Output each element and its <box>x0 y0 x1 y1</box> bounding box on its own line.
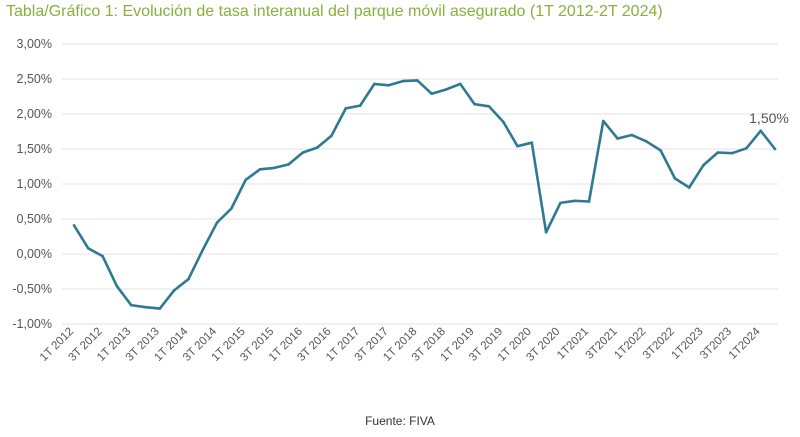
data-point <box>215 221 219 224</box>
series-layer <box>72 79 777 310</box>
chart-source: Fuente: FIVA <box>365 414 435 428</box>
data-point <box>473 102 476 106</box>
data-point <box>745 147 748 150</box>
x-tick-label: 1T2024 <box>727 325 763 361</box>
data-point <box>115 284 119 288</box>
data-point <box>616 137 619 140</box>
data-point <box>716 151 720 154</box>
data-point <box>687 186 691 189</box>
data-point <box>730 151 734 155</box>
data-point <box>444 88 448 91</box>
y-tick-label: 1,50% <box>17 142 52 156</box>
data-point <box>72 224 76 227</box>
data-point <box>144 305 147 309</box>
data-point <box>673 177 677 180</box>
y-tick-label: 2,50% <box>17 72 52 86</box>
y-axis-ticks: 3,00% 2,50% 2,00% 1,50% 1,00% 0,50% 0,00% -0,50… <box>12 37 52 331</box>
data-point <box>172 289 176 292</box>
data-point <box>644 140 648 143</box>
data-point <box>387 84 391 87</box>
grid-lines <box>62 43 778 325</box>
data-point <box>544 231 548 234</box>
data-point <box>702 163 705 167</box>
data-point <box>401 79 405 83</box>
data-point <box>129 303 133 307</box>
data-point <box>516 144 519 148</box>
data-point <box>358 104 362 107</box>
data-point <box>315 146 319 149</box>
annotation-layer: 1,50% <box>749 110 789 126</box>
data-point <box>258 168 262 171</box>
data-point <box>430 92 433 95</box>
y-tick-label: -0,50% <box>12 282 52 296</box>
data-point <box>244 178 247 182</box>
y-tick-label: 0,00% <box>17 247 52 261</box>
data-point <box>416 79 419 82</box>
data-point <box>530 141 534 144</box>
data-point <box>573 199 577 203</box>
data-point <box>659 149 662 152</box>
data-point <box>458 82 462 86</box>
data-point <box>230 207 233 210</box>
data-point <box>559 201 562 205</box>
data-point <box>602 119 605 123</box>
y-tick-label: 1,00% <box>17 177 52 191</box>
last-value-label: 1,50% <box>749 110 789 126</box>
y-tick-label: -1,00% <box>12 317 52 331</box>
data-point <box>330 134 333 137</box>
data-point <box>344 107 348 110</box>
y-tick-label: 0,50% <box>17 212 52 226</box>
series-line <box>72 79 777 310</box>
data-point <box>101 254 104 258</box>
y-tick-label: 3,00% <box>17 37 52 51</box>
data-point <box>630 133 634 137</box>
data-point <box>487 105 491 108</box>
data-point <box>501 120 505 123</box>
data-point <box>773 147 777 151</box>
data-point <box>187 277 190 281</box>
data-point <box>301 151 305 154</box>
data-point <box>201 248 205 252</box>
data-point <box>272 166 276 170</box>
data-point <box>373 82 376 86</box>
data-point <box>158 307 162 310</box>
data-point <box>287 163 290 166</box>
data-point <box>759 129 762 133</box>
data-point <box>587 200 591 203</box>
y-tick-label: 2,00% <box>17 107 52 121</box>
chart-title: Tabla/Gráfico 1: Evolución de tasa inter… <box>6 3 663 20</box>
data-point <box>87 247 90 250</box>
